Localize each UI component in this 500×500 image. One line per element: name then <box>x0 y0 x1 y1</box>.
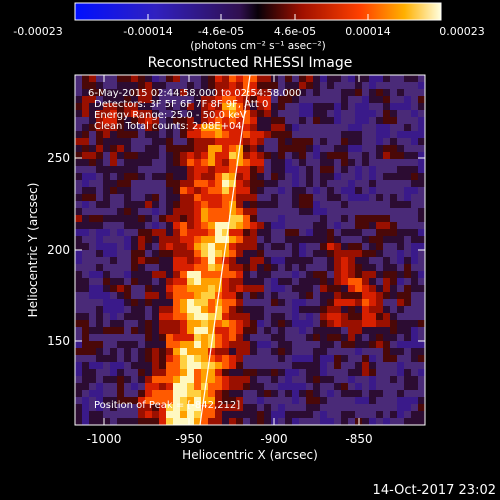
image-annotations: 6-May-2015 02:44:58.000 to 02:54:58.000 … <box>88 88 301 411</box>
x-axis-label: Heliocentric X (arcsec) <box>182 448 318 462</box>
x-tick-label: -900 <box>260 432 287 446</box>
footer-timestamp: 14-Oct-2017 23:02 <box>373 483 496 498</box>
peak-position-label: Position of Peak = [-842,212] <box>94 400 240 411</box>
annotation-energy-range: Energy Range: 25.0 - 50.0 keV <box>94 110 247 121</box>
y-tick-label: 250 <box>47 151 70 165</box>
colorbar: -0.00023 -0.00014 -4.6e-05 4.6e-05 0.000… <box>13 2 485 52</box>
colorbar-tick-label: -0.00014 <box>123 25 172 38</box>
y-tick-label: 150 <box>47 334 70 348</box>
x-tick-label: -850 <box>345 432 372 446</box>
y-axis-label: Heliocentric Y (arcsec) <box>26 183 40 318</box>
x-tick-label: -1000 <box>87 432 122 446</box>
x-tick-label: -950 <box>175 432 202 446</box>
colorbar-tick-label: -0.00023 <box>13 25 62 38</box>
annotation-detectors: Detectors: 3F 5F 6F 7F 8F 9F, Att 0 <box>94 99 268 110</box>
image-pixels <box>75 75 425 425</box>
colorbar-tick-label: 4.6e-05 <box>274 25 316 38</box>
y-tick-label: 200 <box>47 243 70 257</box>
rhessi-image <box>75 75 425 425</box>
x-axis <box>103 75 360 425</box>
colorbar-gradient <box>74 2 442 21</box>
colorbar-tick-label: 0.00023 <box>439 25 485 38</box>
annotation-clean-counts: Clean Total counts: 2.08E+04 <box>94 121 242 132</box>
colorbar-tick-label: 0.00014 <box>345 25 391 38</box>
image-title: Reconstructed RHESSI Image <box>148 55 353 71</box>
y-axis <box>75 157 425 342</box>
solar-limb-line <box>199 75 251 425</box>
colorbar-tick-label: -4.6e-05 <box>198 25 244 38</box>
annotation-time-range: 6-May-2015 02:44:58.000 to 02:54:58.000 <box>88 88 301 99</box>
colorbar-units: (photons cm⁻² s⁻¹ asec⁻²) <box>190 40 325 52</box>
